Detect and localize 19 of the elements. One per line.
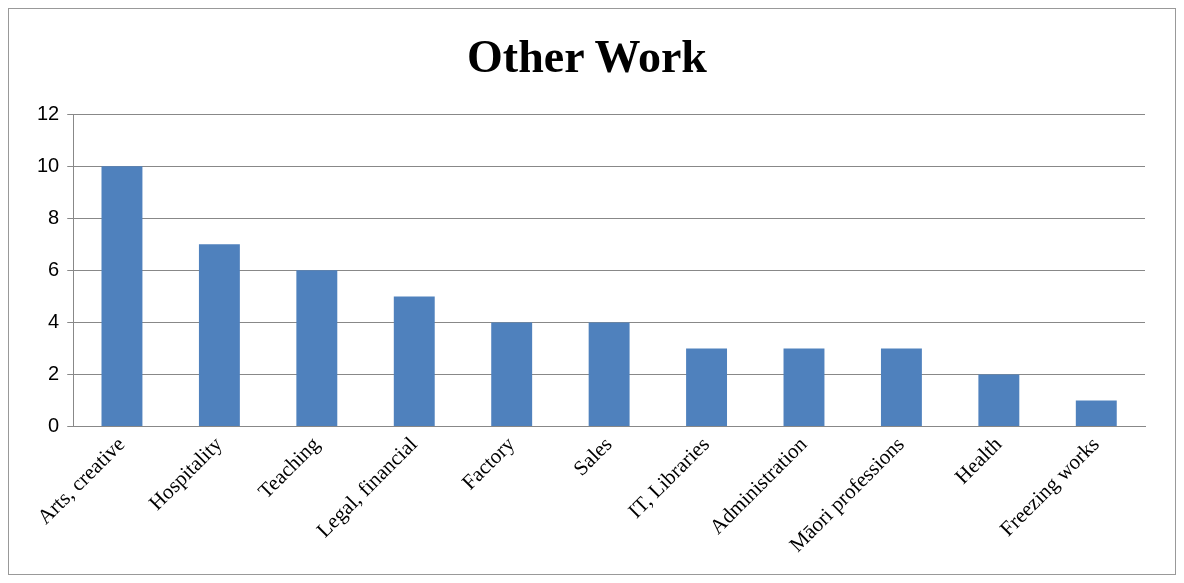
bar bbox=[783, 348, 825, 427]
bar bbox=[686, 348, 728, 427]
bar bbox=[296, 270, 338, 427]
chart-title: Other Work bbox=[467, 31, 708, 83]
y-tick-label: 0 bbox=[48, 414, 60, 437]
y-tick-label: 8 bbox=[48, 205, 60, 228]
bar bbox=[978, 374, 1020, 427]
y-tick-label: 6 bbox=[48, 257, 60, 280]
y-tick-label: 12 bbox=[37, 101, 60, 124]
bar bbox=[198, 244, 240, 427]
bar bbox=[588, 322, 630, 427]
bar bbox=[880, 348, 922, 427]
bar bbox=[491, 322, 533, 427]
y-tick-label: 10 bbox=[37, 153, 60, 176]
y-tick-label: 4 bbox=[48, 309, 60, 332]
bar bbox=[101, 166, 143, 427]
bar bbox=[393, 296, 435, 427]
bar bbox=[1075, 400, 1117, 427]
y-tick-label: 2 bbox=[48, 362, 60, 384]
